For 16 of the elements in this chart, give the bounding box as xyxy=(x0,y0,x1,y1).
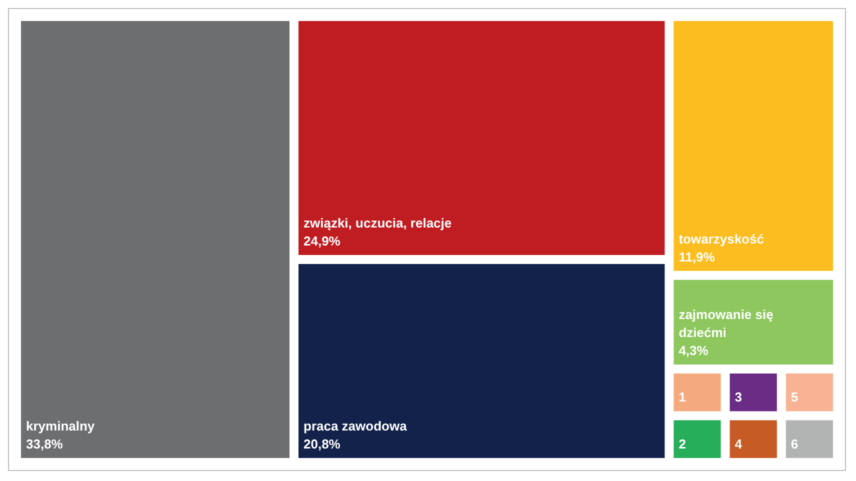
category-label: 6 xyxy=(790,436,798,452)
data-label: 11,9% xyxy=(678,249,716,264)
data-label: 33,8% xyxy=(26,436,64,452)
category-label: kryminalny xyxy=(26,418,96,434)
category-label: 4 xyxy=(734,436,743,452)
category-label: towarzyskość xyxy=(678,231,764,246)
category-label: praca zawodowa xyxy=(304,418,408,434)
data-label: 4,3% xyxy=(678,342,709,358)
data-label: 24,9% xyxy=(304,234,341,249)
category-label: związki, uczucia, relacje xyxy=(304,216,452,231)
data-label: 20,8% xyxy=(304,436,341,452)
category-label: 3 xyxy=(734,390,742,405)
category-label: 1 xyxy=(678,390,686,405)
category-label: 2 xyxy=(678,436,686,452)
category-label: 5 xyxy=(790,390,798,405)
category-label: zajmowanie się dziećmi xyxy=(678,306,777,340)
